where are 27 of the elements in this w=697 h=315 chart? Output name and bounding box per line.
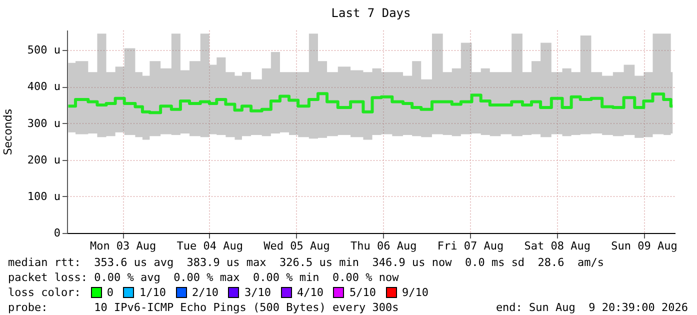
chart-title: Last 7 Days (331, 6, 411, 20)
x-tick-label: Mon 03 Aug (90, 240, 156, 252)
x-tick-label: Thu 06 Aug (350, 240, 417, 252)
x-tick-label: Fri 07 Aug (437, 240, 504, 252)
text: 4/10 (296, 285, 324, 300)
y-tick-label: 0 (54, 226, 60, 240)
text: 2/10 (192, 285, 218, 300)
text: 5/10 (349, 285, 376, 300)
text: loss color: (8, 285, 81, 300)
text: 3/10 (244, 285, 271, 300)
y-tick-label: 100 u (27, 190, 60, 203)
text: 0 (106, 285, 114, 300)
text: packet loss: 0.00 % avg 0.00 % max 0.00 % min 0.00 % now (8, 270, 399, 285)
text: 1/10 (139, 285, 166, 300)
y-tick-label: 400 u (27, 80, 60, 94)
y-axis-title: Seconds (1, 108, 14, 156)
text: probe: 10 IPv6-ICMP Echo Pings (500 Bytes) every 300s (8, 300, 399, 315)
y-tick-label: 200 u (27, 153, 60, 166)
x-tick-label: Sun 09 Aug (611, 240, 678, 252)
text: 9/10 (402, 285, 428, 300)
x-tick-label: Wed 05 Aug (264, 240, 330, 252)
x-tick-label: Sat 08 Aug (524, 240, 590, 252)
text: median rtt: 353.6 us avg 383.9 us max 326.5 us min 346.9 us now 0.0 ms sd 28.6 am/s (8, 255, 604, 270)
x-tick-label: Tue 04 Aug (176, 240, 244, 252)
y-tick-label: 500 u (27, 44, 60, 57)
y-tick-label: 300 u (27, 116, 60, 130)
text: end: Sun Aug 9 20:39:00 2026 (496, 300, 688, 315)
